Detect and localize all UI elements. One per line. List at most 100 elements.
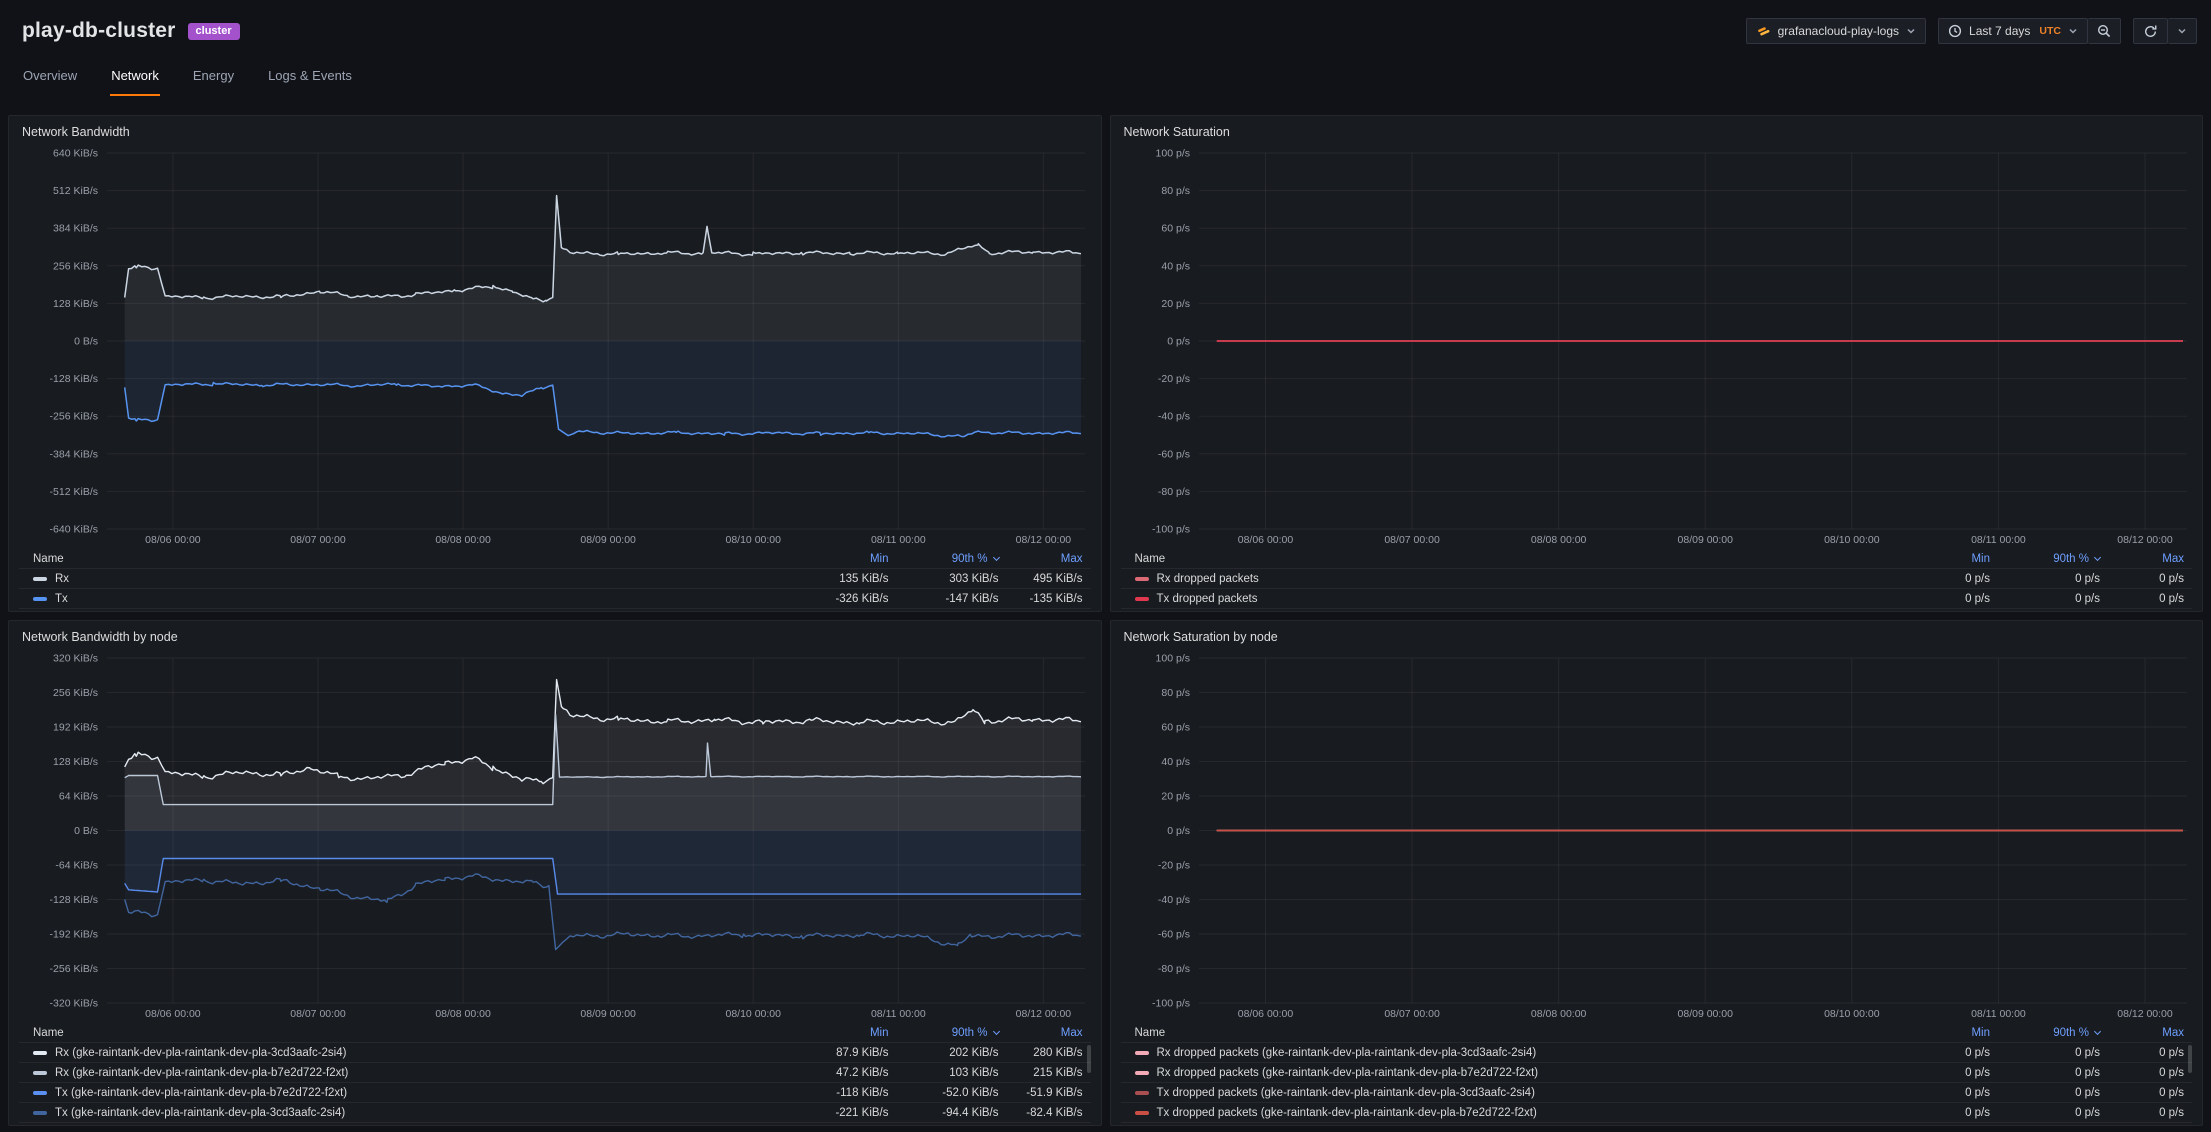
legend-stat-max: 215 KiB/s: [1033, 1066, 1083, 1079]
tab-overview[interactable]: Overview: [23, 68, 78, 83]
legend-header-min[interactable]: Min: [869, 1026, 889, 1039]
y-axis-label: -64 KiB/s: [55, 860, 98, 872]
legend-series-name: Tx (gke-raintank-dev-pla-raintank-dev-pl…: [33, 1107, 793, 1119]
y-axis-label: 20 p/s: [1161, 298, 1190, 310]
legend-header-min[interactable]: Min: [869, 552, 889, 565]
legend-stat-min: 0 p/s: [1965, 1086, 1990, 1099]
legend-scrollbar[interactable]: [2188, 1045, 2192, 1073]
series-line: [123, 194, 1082, 303]
series-color-swatch: [33, 1090, 47, 1095]
timeseries-chart[interactable]: 100 p/s 80 p/s 60 p/s 40 p/s 20 p/s 0 p/s -20 …: [1121, 145, 2193, 549]
series-color-swatch: [1134, 1050, 1149, 1055]
tab-energy[interactable]: Energy: [192, 68, 235, 83]
legend-stat-90th: 0 p/s: [2075, 592, 2100, 605]
legend-header-90th[interactable]: 90th %: [1990, 553, 2102, 565]
timezone-label: UTC: [2039, 25, 2061, 37]
x-axis-label: 08/06 00:00: [145, 534, 201, 546]
legend-header-max[interactable]: Max: [2162, 552, 2184, 565]
panel-title[interactable]: Network Bandwidth by node: [22, 630, 178, 644]
time-range-picker[interactable]: Last 7 days UTC: [1938, 18, 2088, 44]
datasource-picker[interactable]: grafanacloud-play-logs: [1745, 18, 1927, 44]
legend-stat-90th: 0 p/s: [2075, 572, 2100, 585]
legend-stat-90th: 103 KiB/s: [949, 1066, 999, 1079]
legend-series-name: Tx: [33, 593, 793, 605]
chart-canvas[interactable]: 100 p/s 80 p/s 60 p/s 40 p/s 20 p/s 0 p/s -20 …: [1121, 650, 2193, 1023]
tab-logs-events[interactable]: Logs & Events: [268, 68, 352, 83]
legend-row[interactable]: Rx (gke-raintank-dev-pla-raintank-dev-pl…: [19, 1043, 1091, 1063]
legend-row[interactable]: Rx (gke-raintank-dev-pla-raintank-dev-pl…: [19, 1063, 1091, 1083]
panel-title[interactable]: Network Bandwidth: [22, 125, 130, 139]
timeseries-chart[interactable]: 640 KiB/s 512 KiB/s 384 KiB/s 256 KiB/s 128 …: [19, 145, 1091, 549]
x-axis-label: 08/09 00:00: [580, 1008, 636, 1020]
legend-row[interactable]: Tx (gke-raintank-dev-pla-raintank-dev-pl…: [19, 1103, 1091, 1123]
y-axis-label: 320 KiB/s: [53, 653, 98, 665]
legend-header-max[interactable]: Max: [1060, 552, 1083, 565]
y-axis-label: -192 KiB/s: [50, 929, 98, 941]
legend-row[interactable]: Tx dropped packets (gke-raintank-dev-pla…: [1120, 1083, 2192, 1103]
legend-header-max[interactable]: Max: [1060, 1026, 1083, 1039]
series-color-swatch: [1134, 576, 1149, 581]
timeseries-chart[interactable]: 320 KiB/s 256 KiB/s 192 KiB/s 128 KiB/s 64 K…: [19, 650, 1091, 1023]
series-color-swatch: [33, 1050, 47, 1055]
legend-header-name[interactable]: Name: [1134, 1026, 1166, 1039]
y-axis-label: -384 KiB/s: [50, 448, 98, 460]
legend-row[interactable]: Tx dropped packets (gke-raintank-dev-pla…: [1120, 1103, 2192, 1123]
y-axis-label: 100 p/s: [1155, 148, 1189, 160]
panel-network-saturation-by-node: Network Saturation by node 100 p/s 80 p/s…: [1109, 620, 2203, 1126]
x-axis-label: 08/08 00:00: [1530, 1008, 1586, 1020]
y-axis-label: 40 p/s: [1161, 260, 1190, 272]
legend-series-name: Tx dropped packets: [1134, 593, 1895, 605]
y-axis-label: 128 KiB/s: [53, 756, 98, 768]
x-axis-label: 08/07 00:00: [290, 534, 346, 546]
legend-stat-min: 47.2 KiB/s: [836, 1066, 889, 1079]
y-axis-label: 384 KiB/s: [53, 223, 98, 235]
panel-title[interactable]: Network Saturation by node: [1123, 630, 1278, 644]
legend-header-min[interactable]: Min: [1971, 552, 1990, 565]
y-axis-label: -20 p/s: [1157, 860, 1189, 872]
legend-row[interactable]: Rx dropped packets (gke-raintank-dev-pla…: [1120, 1063, 2192, 1083]
legend-header-name[interactable]: Name: [33, 1026, 64, 1039]
y-axis-label: 20 p/s: [1161, 791, 1190, 803]
series-fill: [124, 830, 1081, 895]
x-axis-label: 08/08 00:00: [1530, 534, 1586, 546]
legend-row[interactable]: Rx dropped packets 0 p/s 0 p/s 0 p/s: [1120, 569, 2192, 589]
legend-stat-max: 0 p/s: [2159, 1106, 2184, 1119]
legend-header-name[interactable]: Name: [1134, 552, 1166, 565]
tab-network[interactable]: Network: [110, 64, 160, 96]
legend-stat-min: 87.9 KiB/s: [836, 1046, 889, 1059]
chart-canvas[interactable]: 320 KiB/s 256 KiB/s 192 KiB/s 128 KiB/s 64 K…: [19, 650, 1091, 1023]
legend-row[interactable]: Rx 135 KiB/s 303 KiB/s 495 KiB/s: [19, 569, 1091, 589]
legend-scrollbar[interactable]: [1086, 1045, 1091, 1073]
legend-header-name[interactable]: Name: [33, 552, 64, 565]
y-axis-label: -128 KiB/s: [50, 373, 98, 385]
series-fill: [124, 714, 1081, 831]
legend-header-90th[interactable]: 90th %: [889, 553, 1000, 565]
legend-row[interactable]: Tx -326 KiB/s -147 KiB/s -135 KiB/s: [19, 589, 1091, 609]
y-axis-label: -256 KiB/s: [50, 411, 98, 423]
y-axis-label: -60 p/s: [1157, 929, 1189, 941]
legend-row[interactable]: Tx (gke-raintank-dev-pla-raintank-dev-pl…: [19, 1083, 1091, 1103]
legend-row[interactable]: Tx dropped packets 0 p/s 0 p/s 0 p/s: [1120, 589, 2192, 609]
timeseries-chart[interactable]: 100 p/s 80 p/s 60 p/s 40 p/s 20 p/s 0 p/s -20 …: [1121, 650, 2193, 1023]
zoom-out-icon: [2097, 24, 2111, 38]
legend-stat-90th: 0 p/s: [2075, 1086, 2100, 1099]
zoom-out-button[interactable]: [2088, 18, 2121, 44]
legend-header-90th[interactable]: 90th %: [1990, 1027, 2102, 1039]
legend-stat-90th: 0 p/s: [2075, 1066, 2100, 1079]
chart-canvas[interactable]: 640 KiB/s 512 KiB/s 384 KiB/s 256 KiB/s 128 …: [19, 145, 1091, 549]
legend-row[interactable]: Rx dropped packets (gke-raintank-dev-pla…: [1120, 1043, 2192, 1063]
x-axis-label: 08/07 00:00: [290, 1008, 346, 1020]
refresh-button[interactable]: [2133, 18, 2168, 44]
chart-canvas[interactable]: 100 p/s 80 p/s 60 p/s 40 p/s 20 p/s 0 p/s -20 …: [1121, 145, 2193, 549]
legend-header-90th[interactable]: 90th %: [889, 1027, 1000, 1039]
x-axis-label: 08/06 00:00: [1237, 1008, 1293, 1020]
legend-stat-min: 0 p/s: [1965, 1106, 1990, 1119]
y-axis-label: -100 p/s: [1152, 524, 1190, 536]
refresh-interval-dropdown[interactable]: [2168, 18, 2197, 44]
y-axis-label: 0 B/s: [74, 825, 98, 837]
y-axis-label: -100 p/s: [1152, 998, 1190, 1010]
panel-title[interactable]: Network Saturation: [1123, 125, 1230, 139]
legend-header-min[interactable]: Min: [1971, 1026, 1990, 1039]
legend-header-max[interactable]: Max: [2162, 1026, 2184, 1039]
y-axis-label: 0 p/s: [1167, 825, 1190, 837]
